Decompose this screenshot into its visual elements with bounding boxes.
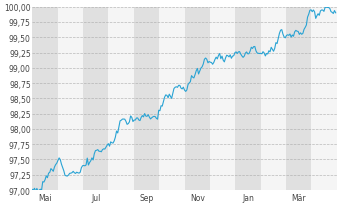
Bar [235,8,261,190]
Bar [83,8,108,190]
Bar [311,8,337,190]
Bar [184,8,210,190]
Bar [159,8,184,190]
Bar [108,8,134,190]
Bar [32,8,58,190]
Bar [210,8,235,190]
Bar [286,8,311,190]
Bar [261,8,286,190]
Bar [134,8,159,190]
Bar [58,8,83,190]
